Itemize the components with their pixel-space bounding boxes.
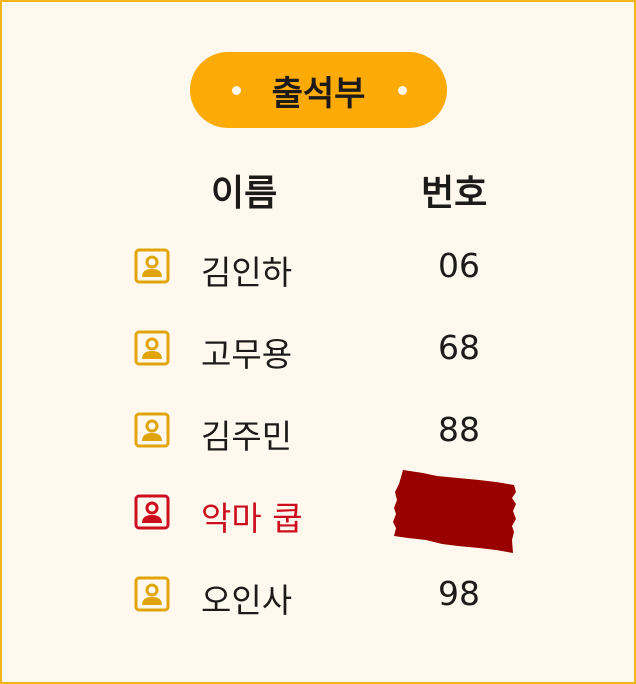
table-row: 오인사 98 [2, 570, 636, 620]
title-dot-left [232, 86, 241, 95]
page-title: 출석부 [271, 73, 366, 114]
column-header-name: 이름 [211, 173, 278, 214]
redaction-mark [393, 470, 516, 553]
row-name: 김주민 [201, 417, 293, 456]
person-badge-icon [134, 412, 170, 448]
title-dot-right [398, 86, 407, 95]
row-number: 98 [438, 574, 480, 613]
table-row-highlighted: 악마 쿱 [2, 488, 636, 538]
table-row: 고무용 68 [2, 324, 636, 374]
column-header-number: 번호 [421, 173, 488, 214]
row-number: 88 [438, 410, 480, 449]
person-badge-icon [134, 576, 170, 612]
title-banner: 출석부 [190, 52, 447, 128]
row-name: 김인하 [201, 253, 293, 292]
row-name: 오인사 [201, 581, 293, 620]
row-number: 06 [438, 246, 480, 285]
row-name: 악마 쿱 [201, 499, 303, 538]
person-badge-icon [134, 330, 170, 366]
person-badge-icon [134, 248, 170, 284]
person-badge-icon [134, 494, 170, 530]
table-row: 김주민 88 [2, 406, 636, 456]
row-name: 고무용 [201, 335, 293, 374]
table-row: 김인하 06 [2, 242, 636, 292]
row-number: 68 [438, 328, 480, 367]
